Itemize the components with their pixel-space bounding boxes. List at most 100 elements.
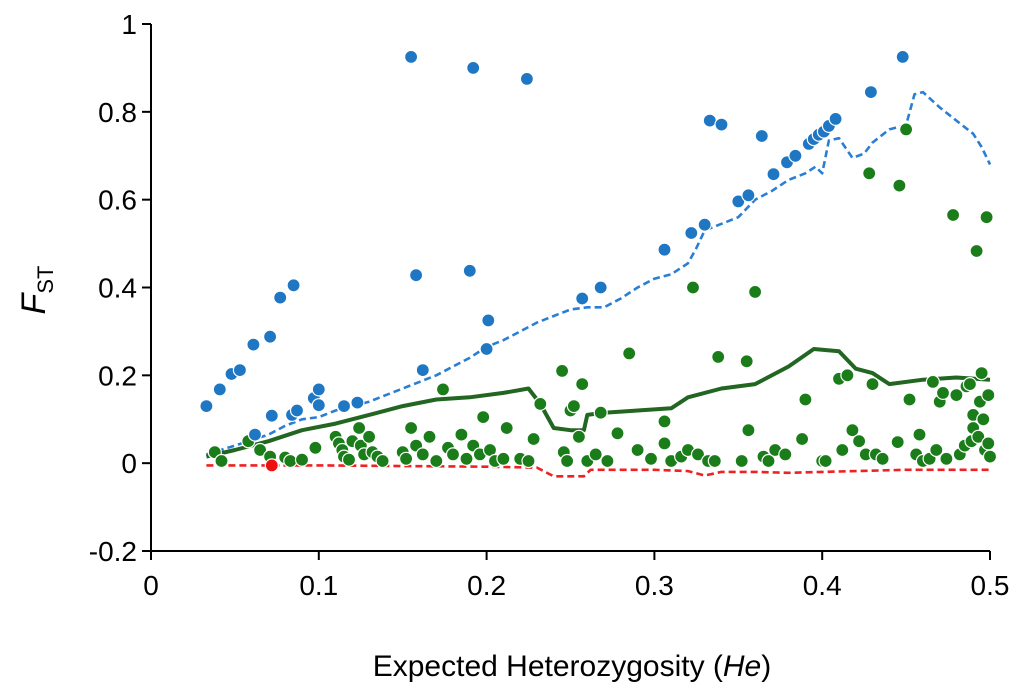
data-point bbox=[707, 453, 722, 469]
data-point bbox=[935, 385, 951, 400]
data-point bbox=[734, 453, 749, 469]
data-point bbox=[981, 388, 996, 403]
series-line-upper-quantile bbox=[206, 90, 992, 456]
data-point bbox=[294, 452, 310, 467]
data-point bbox=[949, 388, 964, 403]
data-point bbox=[890, 435, 905, 450]
data-point bbox=[575, 377, 590, 392]
data-point bbox=[232, 363, 247, 378]
data-point bbox=[246, 337, 261, 352]
series-line-median bbox=[205, 347, 991, 459]
data-point bbox=[375, 453, 390, 469]
data-point bbox=[404, 49, 419, 65]
y-tick-label: 0.4 bbox=[98, 273, 137, 304]
data-point bbox=[643, 451, 659, 466]
data-point bbox=[289, 403, 305, 418]
y-axis-title-sub: ST bbox=[33, 266, 58, 294]
data-point bbox=[788, 148, 803, 163]
data-point bbox=[979, 210, 994, 225]
data-point bbox=[702, 113, 717, 128]
y-tick-label: 0.6 bbox=[98, 185, 137, 216]
data-point bbox=[862, 166, 877, 181]
data-point bbox=[610, 426, 625, 441]
data-point bbox=[778, 447, 793, 462]
x-tick-label: 0.2 bbox=[467, 570, 506, 601]
data-point bbox=[690, 447, 706, 462]
data-point bbox=[761, 453, 776, 469]
data-point bbox=[622, 346, 637, 361]
data-point bbox=[593, 405, 608, 420]
data-point bbox=[840, 368, 855, 383]
x-axis-title-close: ) bbox=[761, 650, 771, 683]
data-point bbox=[739, 354, 754, 369]
y-ticks: -0.2 0 0.2 0.4 0.6 0.8 1 bbox=[89, 9, 151, 567]
data-point bbox=[798, 392, 813, 407]
data-point bbox=[479, 341, 494, 357]
data-point bbox=[199, 399, 214, 414]
data-point bbox=[902, 392, 917, 407]
data-point bbox=[794, 431, 810, 447]
data-point bbox=[399, 451, 414, 466]
data-point bbox=[341, 452, 357, 467]
data-point bbox=[526, 431, 541, 447]
x-axis-title-italic: He bbox=[723, 650, 761, 683]
data-point bbox=[435, 382, 451, 397]
data-point bbox=[273, 290, 288, 305]
y-tick-label: 0.8 bbox=[98, 97, 137, 128]
y-tick-label: 0.2 bbox=[98, 360, 137, 391]
data-point bbox=[600, 453, 615, 469]
data-point bbox=[214, 453, 229, 469]
data-point bbox=[311, 382, 326, 397]
data-point bbox=[533, 396, 548, 411]
x-axis-title: Expected Heterozygosity (He) bbox=[373, 650, 772, 683]
y-tick-label: 0 bbox=[121, 448, 137, 479]
data-point bbox=[462, 263, 477, 278]
data-point bbox=[863, 84, 879, 100]
data-point bbox=[741, 423, 756, 438]
data-point bbox=[962, 377, 978, 392]
data-point bbox=[929, 442, 944, 458]
y-tick-label: -0.2 bbox=[89, 536, 137, 567]
data-point bbox=[865, 377, 880, 392]
data-point bbox=[657, 436, 672, 451]
data-point bbox=[308, 440, 323, 455]
data-point bbox=[851, 434, 867, 449]
data-point bbox=[212, 382, 227, 397]
data-point bbox=[445, 447, 461, 462]
data-point bbox=[362, 429, 377, 444]
data-point bbox=[286, 278, 301, 293]
x-ticks: 0 0.1 0.2 0.3 0.4 0.5 bbox=[143, 551, 1009, 601]
x-tick-label: 0 bbox=[143, 570, 159, 601]
data-point bbox=[818, 453, 833, 469]
data-point bbox=[481, 313, 496, 328]
data-point bbox=[263, 329, 278, 344]
x-tick-label: 0.4 bbox=[803, 570, 842, 601]
data-point bbox=[350, 395, 365, 410]
data-point bbox=[336, 399, 352, 414]
data-point bbox=[283, 453, 298, 469]
data-point bbox=[945, 207, 961, 223]
y-axis-title: FST bbox=[15, 266, 58, 315]
data-point bbox=[754, 128, 769, 144]
series-line-lower-quantile bbox=[206, 464, 990, 478]
data-point bbox=[939, 451, 954, 466]
data-point bbox=[892, 178, 907, 193]
data-point bbox=[454, 427, 469, 442]
data-point bbox=[415, 447, 430, 462]
y-tick-label: 1 bbox=[121, 9, 137, 40]
data-point bbox=[409, 268, 424, 283]
axes: -0.200.20.40.60.81 0 0.1 0.2 0.3 0.4 0.5 bbox=[89, 9, 1010, 601]
data-point bbox=[521, 453, 536, 469]
data-point bbox=[875, 451, 890, 466]
data-point bbox=[976, 412, 991, 427]
data-point bbox=[982, 449, 998, 464]
lines-layer bbox=[205, 90, 992, 478]
data-point bbox=[684, 225, 699, 241]
data-point bbox=[714, 117, 729, 132]
data-point bbox=[429, 453, 444, 469]
data-point bbox=[974, 366, 989, 381]
data-point bbox=[766, 167, 781, 182]
points-layer bbox=[199, 49, 998, 473]
data-point bbox=[593, 280, 608, 295]
